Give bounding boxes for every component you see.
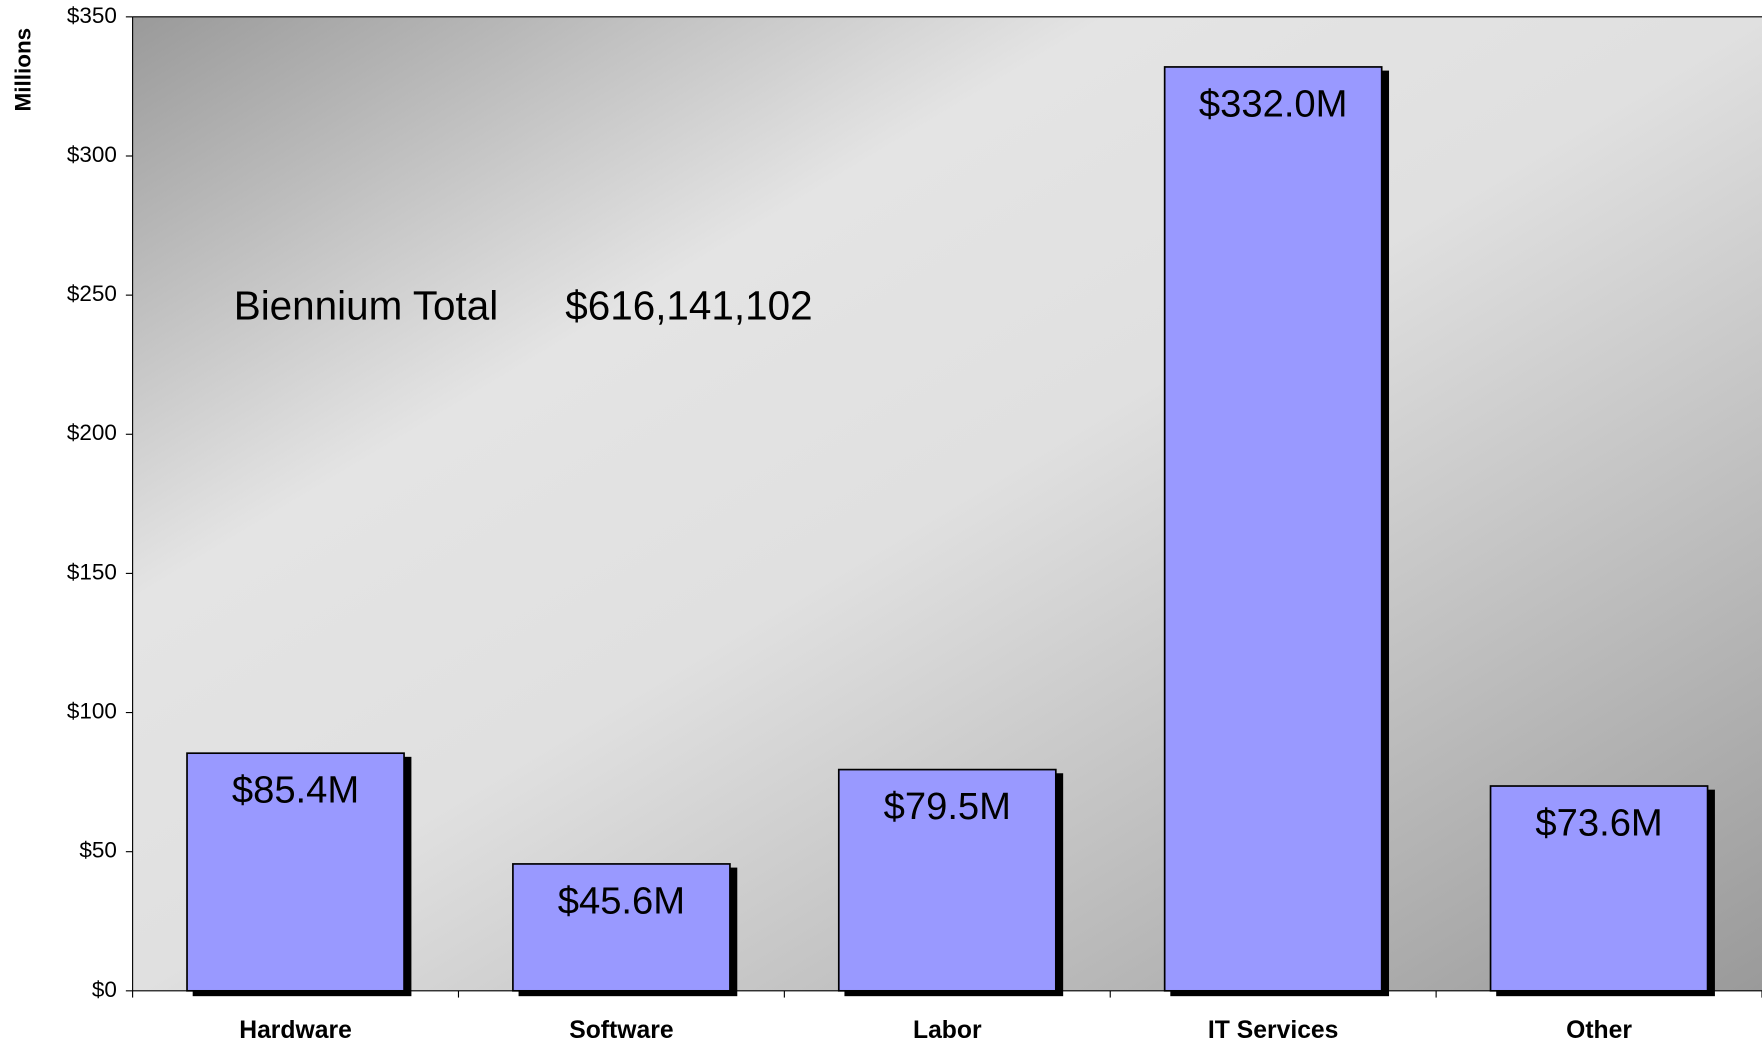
x-tick-label: Hardware (239, 1017, 352, 1044)
y-tick-label: $50 (79, 838, 117, 863)
data-label: $73.6M (1535, 801, 1662, 844)
data-label: $79.5M (884, 785, 1011, 828)
annotation-value: $616,141,102 (565, 283, 812, 329)
y-tick-label: $300 (67, 142, 117, 167)
data-label: $332.0M (1199, 82, 1348, 125)
data-label: $85.4M (232, 769, 359, 812)
data-label: $45.6M (558, 879, 685, 922)
x-tick-label: Other (1566, 1017, 1632, 1044)
y-tick-label: $150 (67, 559, 117, 584)
x-tick-label: Labor (913, 1017, 982, 1044)
y-tick-label: $0 (92, 977, 117, 1002)
bar (837, 768, 1057, 992)
y-tick-label: $200 (67, 420, 117, 445)
y-axis-label: Millions (11, 28, 36, 112)
bar (1489, 785, 1709, 992)
x-tick-label: Software (569, 1017, 673, 1044)
bar (512, 863, 731, 992)
annotation-label: Biennium Total (234, 283, 499, 329)
y-tick-label: $100 (67, 698, 117, 723)
x-tick-label: IT Services (1208, 1017, 1338, 1044)
y-tick-label: $350 (67, 3, 117, 28)
bar (186, 752, 405, 992)
bar (1163, 66, 1383, 992)
y-tick-label: $250 (67, 281, 117, 306)
